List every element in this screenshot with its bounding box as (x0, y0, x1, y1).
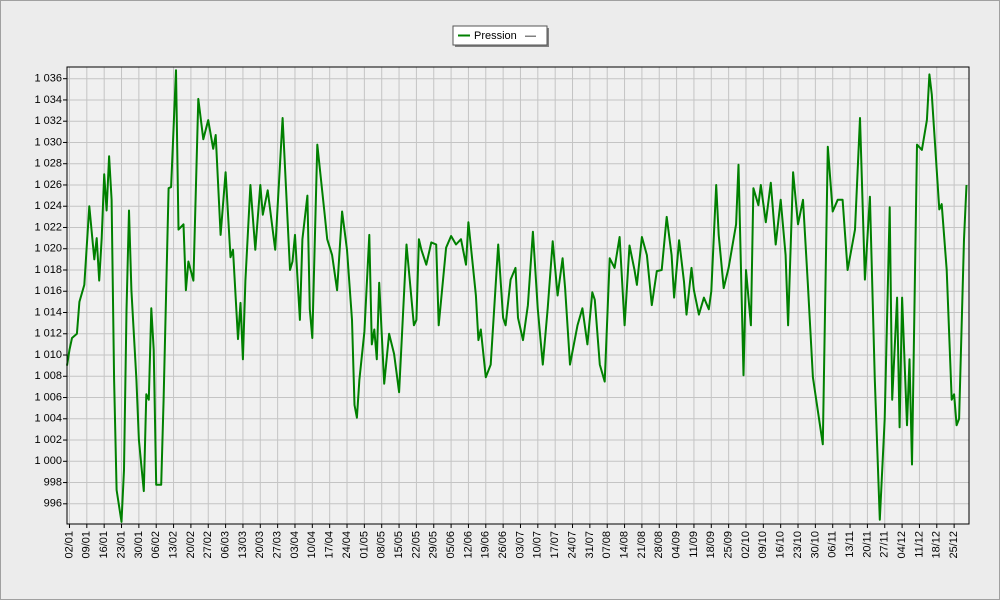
y-tick-label: 1 032 (34, 115, 62, 127)
x-tick-label: 23/01 (115, 531, 127, 559)
x-tick-label: 13/02 (167, 531, 179, 559)
series (66, 69, 968, 523)
x-tick-label: 29/05 (428, 531, 440, 559)
y-tick-label: 998 (44, 476, 62, 488)
x-tick-label: 07/08 (601, 531, 613, 559)
y-tick-label: 1 004 (34, 413, 62, 425)
x-tick-label: 12/06 (462, 531, 474, 559)
line (66, 69, 968, 523)
y-tick-label: 1 018 (34, 264, 62, 276)
y-tick-label: 1 024 (34, 200, 62, 212)
x-tick-label: 16/10 (775, 531, 787, 559)
x-tick-label: 15/05 (393, 531, 405, 559)
x-tick-label: 06/11 (827, 531, 839, 558)
x-tick-label: 16/01 (98, 531, 110, 559)
grid (67, 67, 969, 524)
y-tick-label: 1 026 (34, 179, 62, 191)
x-tick-label: 28/08 (653, 531, 665, 559)
y-tick-label: 1 030 (34, 136, 62, 148)
x-tick-label: 27/11 (879, 531, 891, 558)
x-tick-label: 08/05 (376, 531, 388, 559)
x-tick-label: 23/10 (792, 531, 804, 559)
y-tick-label: 1 008 (34, 370, 62, 382)
x-tick-label: 06/03 (219, 531, 231, 559)
x-tick-label: 09/10 (757, 531, 769, 559)
legend-box (452, 25, 548, 46)
x-tick-label: 11/12 (913, 531, 925, 558)
x-tick-label: 11/09 (688, 531, 700, 558)
x-tick-label: 27/02 (202, 531, 214, 559)
x-tick-label: 03/07 (514, 531, 526, 559)
x-tick-label: 24/04 (341, 531, 353, 559)
x-tick-label: 04/09 (670, 531, 682, 559)
x-tick-label: 20/02 (185, 531, 197, 559)
x-tick-label: 13/03 (237, 531, 249, 559)
x-tick-label: 01/05 (358, 531, 370, 559)
y-tick-label: 1 020 (34, 243, 62, 255)
x-tick-label: 03/04 (289, 531, 301, 559)
x-tick-label: 24/07 (566, 531, 578, 559)
plot-border (66, 66, 970, 525)
x-tick-label: 26/06 (497, 531, 509, 559)
x-tick-label: 31/07 (584, 531, 596, 559)
legend-label: Pression (474, 30, 517, 42)
y-tick-label: 1 006 (34, 391, 62, 403)
x-tick-label: 30/01 (133, 531, 145, 559)
legend-unit: — (525, 30, 536, 42)
y-tick-label: 1 002 (34, 434, 62, 446)
y-tick-label: 1 000 (34, 455, 62, 467)
y-tick-label: 1 034 (34, 94, 62, 106)
x-tick-label: 20/03 (254, 531, 266, 559)
y-tick-label: 1 016 (34, 285, 62, 297)
x-tick-label: 18/09 (705, 531, 717, 559)
x-tick-label: 14/08 (618, 531, 630, 559)
x-tick-label: 21/08 (636, 531, 648, 559)
y-tick-label: 996 (44, 498, 62, 510)
x-tick-label: 02/01 (63, 531, 75, 559)
x-tick-label: 10/07 (532, 531, 544, 559)
plot-area (67, 67, 969, 524)
x-tick-label: 18/12 (931, 531, 943, 559)
y-tick-label: 1 036 (34, 73, 62, 85)
x-tick-label: 05/06 (445, 531, 457, 559)
x-tick-label: 09/01 (81, 531, 93, 559)
y-tick-label: 1 028 (34, 158, 62, 170)
y-tick-label: 1 022 (34, 221, 62, 233)
x-tick-label: 17/07 (549, 531, 561, 559)
x-tick-label: 22/05 (410, 531, 422, 559)
x-tick-label: 10/04 (306, 531, 318, 559)
y-tick-label: 1 010 (34, 349, 62, 361)
x-tick-label: 13/11 (844, 531, 856, 558)
x-tick-label: 30/10 (809, 531, 821, 559)
x-tick-label: 27/03 (272, 531, 284, 559)
x-tick-label: 25/12 (948, 531, 960, 559)
y-tick-label: 1 014 (34, 306, 62, 318)
x-tick-label: 17/04 (324, 531, 336, 559)
legend: Pression — (452, 25, 549, 47)
x-tick-label: 19/06 (480, 531, 492, 559)
x-tick-label: 04/12 (896, 531, 908, 559)
x-tick-label: 25/09 (723, 531, 735, 559)
x-tick-label: 02/10 (740, 531, 752, 559)
y-tick-label: 1 012 (34, 328, 62, 340)
x-tick-label: 06/02 (150, 531, 162, 559)
x-tick-label: 20/11 (861, 531, 873, 558)
